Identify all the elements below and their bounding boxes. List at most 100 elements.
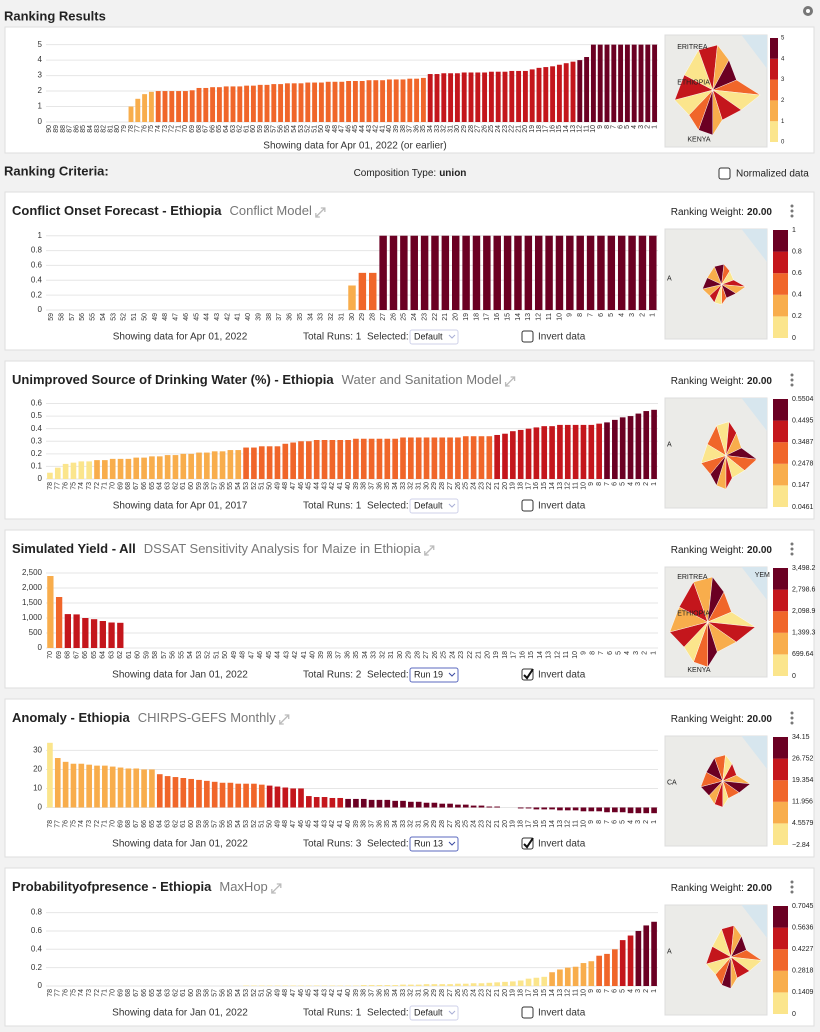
x-tick-label: 18 bbox=[536, 125, 543, 133]
menu-dot[interactable] bbox=[790, 721, 794, 725]
checkmark[interactable] bbox=[523, 668, 534, 680]
settings-icon[interactable] bbox=[803, 6, 813, 16]
checkbox-label[interactable]: Invert data bbox=[538, 1008, 586, 1019]
x-tick-label: 2 bbox=[643, 989, 650, 993]
x-tick-label: 4 bbox=[627, 820, 634, 824]
checkbox[interactable] bbox=[718, 167, 731, 180]
x-tick-label: 34 bbox=[307, 313, 314, 321]
bar bbox=[306, 796, 312, 808]
bar bbox=[584, 57, 590, 122]
bar bbox=[549, 807, 555, 810]
select-chevron[interactable] bbox=[448, 1010, 456, 1015]
run-select[interactable] bbox=[409, 836, 459, 852]
x-tick-label: 59 bbox=[143, 651, 150, 659]
select-chevron[interactable] bbox=[448, 503, 456, 508]
expand-icon[interactable] bbox=[504, 376, 516, 387]
bar bbox=[557, 807, 563, 811]
x-tick-label: 54 bbox=[291, 125, 298, 133]
x-tick-label: 24 bbox=[470, 820, 477, 828]
weight-value: 20.00 bbox=[747, 545, 772, 556]
title: Unimproved Source of Drinking Water (%) … bbox=[12, 372, 334, 387]
x-tick-label: 52 bbox=[305, 125, 312, 133]
menu-dot[interactable] bbox=[790, 204, 794, 208]
x-tick-label: 47 bbox=[290, 989, 297, 997]
menu-dot[interactable] bbox=[790, 552, 794, 556]
menu-dot[interactable] bbox=[790, 890, 794, 894]
bar bbox=[337, 440, 344, 479]
gear-hole[interactable] bbox=[806, 9, 810, 13]
run-select[interactable] bbox=[409, 329, 459, 345]
expand-icon[interactable] bbox=[279, 714, 290, 725]
menu-dot[interactable] bbox=[790, 716, 794, 720]
menu-dot[interactable] bbox=[790, 383, 794, 387]
menu-dot[interactable] bbox=[790, 880, 794, 884]
x-tick-label: 13 bbox=[557, 820, 564, 828]
bar bbox=[64, 614, 72, 648]
bar bbox=[392, 985, 398, 986]
x-tick-label: 59 bbox=[257, 125, 264, 133]
bar bbox=[392, 800, 398, 808]
menu-dot[interactable] bbox=[790, 378, 794, 382]
x-tick-label: 28 bbox=[439, 482, 446, 490]
panel-title: Conflict Onset Forecast - Ethiopia Confli… bbox=[12, 203, 312, 218]
x-tick-label: 27 bbox=[475, 125, 482, 133]
run-select-value[interactable]: Default bbox=[414, 331, 443, 341]
colorbar-bin bbox=[773, 485, 788, 507]
bar bbox=[483, 235, 491, 310]
x-tick-label: 78 bbox=[47, 820, 54, 828]
bar bbox=[176, 91, 182, 122]
run-select-value[interactable]: Default bbox=[414, 1007, 443, 1017]
x-tick-label: 69 bbox=[117, 482, 124, 490]
x-tick-label: 63 bbox=[108, 651, 115, 659]
colorbar-label: 34.15 bbox=[792, 734, 810, 741]
expand-icon[interactable] bbox=[271, 883, 282, 894]
menu-dot[interactable] bbox=[790, 373, 794, 377]
checkbox-label[interactable]: Invert data bbox=[538, 670, 586, 681]
expand-icon[interactable] bbox=[315, 207, 326, 218]
checkbox[interactable] bbox=[521, 499, 534, 512]
menu-dot[interactable] bbox=[790, 547, 794, 551]
run-select-value[interactable]: Run 13 bbox=[414, 838, 443, 848]
colorbar-label: 11.956 bbox=[792, 799, 813, 806]
run-select[interactable] bbox=[409, 498, 459, 514]
bar bbox=[455, 437, 461, 479]
run-select-value[interactable]: Run 19 bbox=[414, 669, 443, 679]
select-chevron[interactable] bbox=[448, 841, 456, 846]
select-chevron[interactable] bbox=[448, 334, 456, 339]
expand-icon[interactable] bbox=[424, 545, 435, 556]
checkbox-label[interactable]: Normalized data bbox=[736, 169, 809, 180]
x-tick-label: 36 bbox=[376, 482, 383, 490]
x-tick-label: 53 bbox=[196, 651, 203, 659]
ranking-weight: Ranking Weight: 20.00 bbox=[671, 376, 773, 387]
map-region bbox=[669, 606, 709, 633]
checkmark[interactable] bbox=[523, 837, 534, 849]
x-tick-label: 24 bbox=[449, 651, 456, 659]
selected-label: Selected: bbox=[367, 332, 409, 343]
run-select[interactable] bbox=[409, 667, 459, 683]
x-tick-label: 11 bbox=[546, 313, 553, 320]
bar bbox=[219, 451, 226, 479]
colorbar-bin bbox=[773, 230, 788, 252]
checkbox-label[interactable]: Invert data bbox=[538, 501, 586, 512]
menu-dot[interactable] bbox=[790, 209, 794, 213]
x-tick-label: 23 bbox=[478, 482, 485, 490]
checkbox-label[interactable]: Invert data bbox=[538, 332, 586, 343]
x-tick-label: 41 bbox=[337, 989, 344, 997]
x-tick-label: 34 bbox=[362, 651, 369, 659]
run-select[interactable] bbox=[409, 1005, 459, 1021]
x-tick-label: 61 bbox=[126, 651, 133, 659]
menu-dot[interactable] bbox=[790, 711, 794, 715]
x-tick-label: 42 bbox=[224, 313, 231, 321]
x-tick-label: 7 bbox=[611, 125, 618, 129]
x-tick-label: 64 bbox=[157, 482, 164, 490]
checkbox[interactable] bbox=[521, 330, 534, 343]
checkbox-label[interactable]: Invert data bbox=[538, 839, 586, 850]
x-tick-label: 5 bbox=[616, 651, 623, 655]
menu-dot[interactable] bbox=[790, 214, 794, 218]
checkbox[interactable] bbox=[521, 1006, 534, 1019]
menu-dot[interactable] bbox=[790, 542, 794, 546]
select-chevron[interactable] bbox=[448, 672, 456, 677]
bar bbox=[627, 807, 634, 814]
menu-dot[interactable] bbox=[790, 885, 794, 889]
run-select-value[interactable]: Default bbox=[414, 500, 443, 510]
